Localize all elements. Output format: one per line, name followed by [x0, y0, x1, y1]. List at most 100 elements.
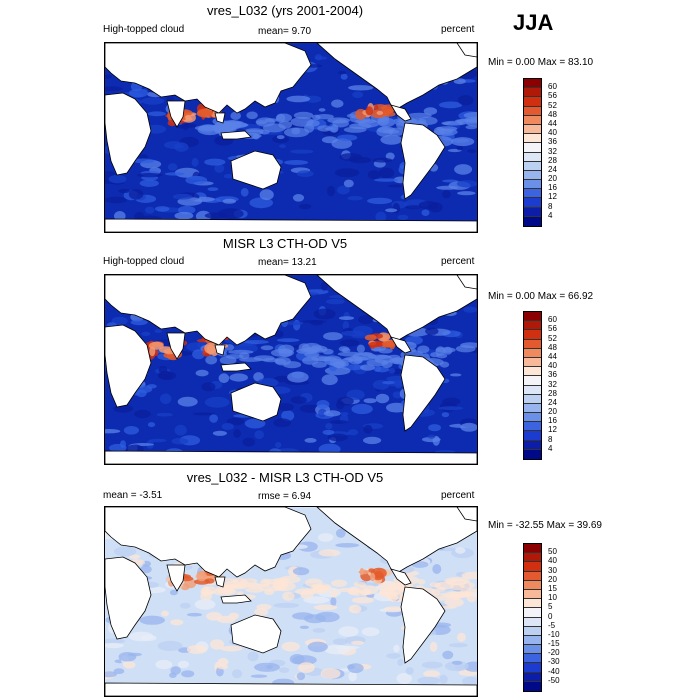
colorbar-segment	[524, 580, 541, 590]
colorbar-segment	[524, 663, 541, 673]
colorbar-segment	[524, 152, 541, 162]
colorbar-segment	[524, 367, 541, 377]
colorbar-tick-label: 28	[548, 155, 557, 165]
colorbar-segment	[524, 385, 541, 395]
colorbar-segment	[524, 216, 541, 226]
colorbar-segment	[524, 321, 541, 331]
colorbar-tick-label: 60	[548, 82, 557, 92]
panel-2-map-svg	[105, 275, 477, 464]
colorbar-segment	[524, 143, 541, 153]
colorbar-segment	[524, 330, 541, 340]
colorbar-tick-label: 0	[548, 611, 553, 621]
colorbar-tick-label: 40	[548, 556, 557, 566]
colorbar-segment	[524, 207, 541, 217]
colorbar-segment	[524, 571, 541, 581]
panel-2-left-label: High-topped cloud	[103, 256, 185, 267]
panel-3-mean-label: mean = -3.51	[103, 490, 163, 501]
colorbar-segment	[524, 189, 541, 199]
colorbar-tick-label: 52	[548, 100, 557, 110]
colorbar-tick-label: 56	[548, 324, 557, 334]
colorbar-segment	[524, 553, 541, 563]
panel-1-map-svg	[105, 43, 477, 232]
colorbar-segment	[524, 312, 541, 322]
colorbar-tick-label: 48	[548, 342, 557, 352]
panel-3-title: vres_L032 - MISR L3 CTH-OD V5	[186, 470, 384, 485]
colorbar-segment	[524, 431, 541, 441]
panel-2-title: MISR L3 CTH-OD V5	[222, 236, 348, 251]
colorbar-tick-label: 12	[548, 425, 557, 435]
panel-3-minmax: Min = -32.55 Max = 39.69	[488, 520, 602, 531]
colorbar-segment	[524, 608, 541, 618]
colorbar-segment	[524, 645, 541, 655]
colorbar-tick-label: 40	[548, 128, 557, 138]
colorbar-segment	[524, 617, 541, 627]
colorbar-segment	[524, 198, 541, 208]
panel-2-mean-label: mean= 13.21	[258, 257, 317, 268]
colorbar-tick-label: 44	[548, 118, 557, 128]
colorbar-tick-label: 15	[548, 583, 557, 593]
panel-1-left-label: High-topped cloud	[103, 24, 185, 35]
colorbar-segment	[524, 394, 541, 404]
colorbar-tick-label: 50	[548, 547, 557, 557]
colorbar-segment	[524, 376, 541, 386]
colorbar-segment	[524, 170, 541, 181]
panel-3-colorbar	[523, 543, 542, 692]
panel-1-colorbar	[523, 78, 542, 227]
colorbar-tick-label: 24	[548, 397, 557, 407]
panel-2-units: percent	[441, 256, 475, 267]
colorbar-tick-label: 16	[548, 416, 557, 426]
panel-3-units: percent	[441, 490, 475, 501]
colorbar-segment	[524, 626, 541, 636]
colorbar-tick-label: 20	[548, 407, 557, 417]
panel-3-map	[104, 506, 478, 697]
colorbar-segment	[524, 589, 541, 600]
colorbar-tick-label: 12	[548, 192, 557, 202]
colorbar-tick-label: 32	[548, 146, 557, 156]
colorbar-tick-label: -20	[548, 648, 560, 658]
colorbar-tick-label: -50	[548, 675, 560, 685]
colorbar-segment	[524, 348, 541, 358]
colorbar-segment	[524, 672, 541, 682]
colorbar-segment	[524, 562, 541, 572]
colorbar-segment	[524, 635, 541, 646]
colorbar-tick-label: 30	[548, 565, 557, 575]
colorbar-segment	[524, 681, 541, 691]
colorbar-segment	[524, 544, 541, 554]
colorbar-tick-label: 60	[548, 315, 557, 325]
colorbar-segment	[524, 79, 541, 89]
panel-2-map	[104, 274, 478, 465]
season-label: JJA	[513, 10, 554, 35]
colorbar-segment	[524, 449, 541, 459]
panel-2-colorbar	[523, 311, 542, 460]
colorbar-segment	[524, 440, 541, 450]
colorbar-tick-label: 36	[548, 137, 557, 147]
colorbar-tick-label: -5	[548, 620, 556, 630]
colorbar-segment	[524, 161, 541, 171]
colorbar-tick-label: 36	[548, 370, 557, 380]
colorbar-tick-label: 28	[548, 388, 557, 398]
colorbar-tick-label: 24	[548, 164, 557, 174]
colorbar-segment	[524, 339, 541, 349]
colorbar-tick-label: 20	[548, 574, 557, 584]
colorbar-tick-label: 52	[548, 333, 557, 343]
colorbar-tick-label: 56	[548, 91, 557, 101]
colorbar-segment	[524, 124, 541, 135]
colorbar-tick-label: -30	[548, 657, 560, 667]
colorbar-tick-label: 40	[548, 361, 557, 371]
colorbar-tick-label: -15	[548, 639, 560, 649]
colorbar-tick-label: 5	[548, 602, 553, 612]
colorbar-tick-label: 4	[548, 210, 553, 220]
colorbar-tick-label: 8	[548, 434, 553, 444]
colorbar-segment	[524, 134, 541, 144]
panel-1-map	[104, 42, 478, 233]
colorbar-tick-label: 48	[548, 109, 557, 119]
colorbar-tick-label: 16	[548, 183, 557, 193]
colorbar-tick-label: 20	[548, 174, 557, 184]
colorbar-tick-label: 4	[548, 443, 553, 453]
colorbar-segment	[524, 357, 541, 368]
panel-1-units: percent	[441, 24, 475, 35]
colorbar-segment	[524, 180, 541, 190]
colorbar-tick-label: 44	[548, 351, 557, 361]
colorbar-segment	[524, 88, 541, 98]
colorbar-tick-label: 8	[548, 201, 553, 211]
